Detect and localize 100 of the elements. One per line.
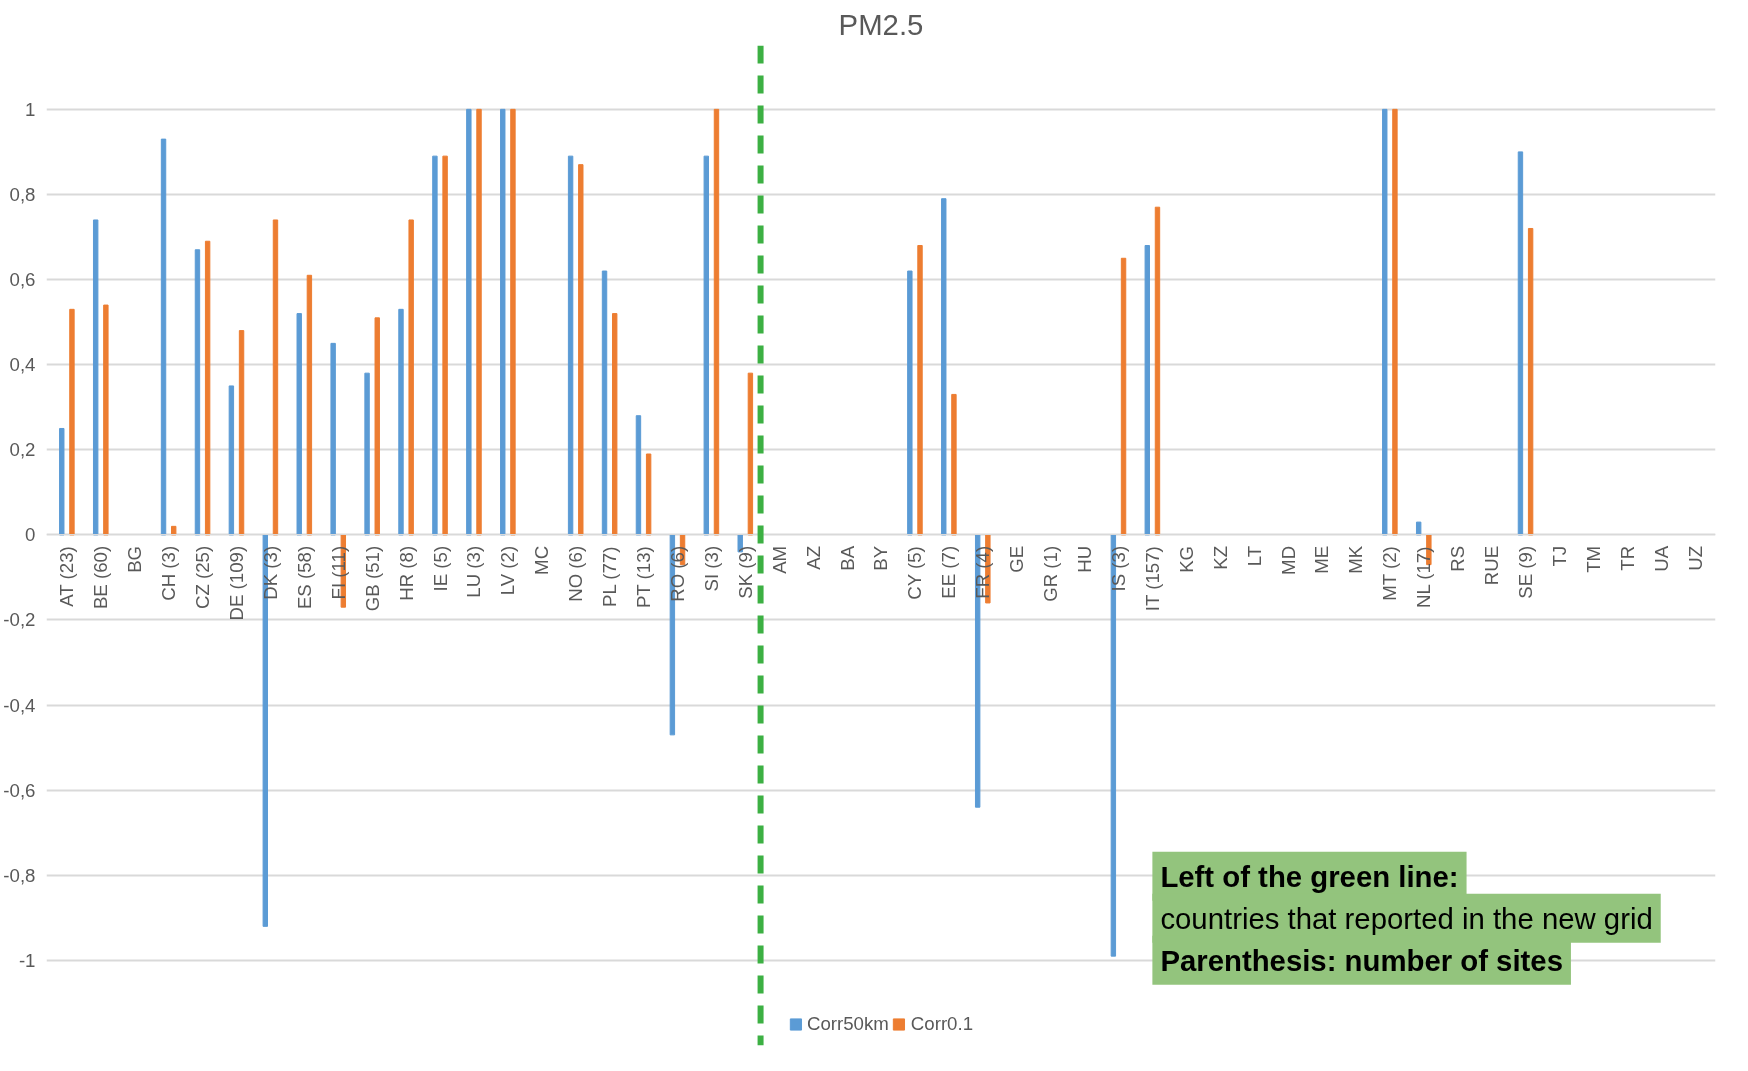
bar <box>476 108 482 536</box>
x-tick-label: EE (7) <box>938 545 960 599</box>
bar <box>1392 108 1398 536</box>
x-tick-label: LV (2) <box>497 545 519 596</box>
x-tick-label: KZ <box>1209 545 1231 570</box>
bar <box>398 308 404 536</box>
annotation: Left of the green line: <box>1160 859 1459 893</box>
legend-label: Corr0.1 <box>910 1013 974 1035</box>
x-tick-label: TR <box>1616 545 1638 571</box>
y-tick-label: 0,4 <box>9 354 36 376</box>
annotation: countries that reported in the new grid <box>1160 901 1653 935</box>
x-tick-label: TJ <box>1548 545 1570 567</box>
bar <box>432 155 438 536</box>
y-tick-label: -0,4 <box>3 694 36 716</box>
x-tick-label: RS <box>1447 545 1469 572</box>
bar <box>917 245 923 536</box>
bar <box>510 108 516 536</box>
bar <box>59 427 65 536</box>
x-tick-label: AT (23) <box>56 546 78 607</box>
x-tick-label: HR (8) <box>395 545 417 601</box>
y-tick-label: 0,2 <box>9 439 36 461</box>
y-tick-label: -1 <box>18 949 36 971</box>
x-tick-label: HU <box>1074 545 1096 573</box>
x-tick-label: CY (5) <box>904 546 926 600</box>
x-tick-label: AZ <box>802 545 824 570</box>
x-tick-label: PT (13) <box>633 546 655 609</box>
x-tick-label: IT (157) <box>1141 546 1163 612</box>
bar <box>228 385 235 536</box>
bar <box>296 313 302 536</box>
bar <box>601 270 608 536</box>
bar <box>103 304 109 536</box>
bar <box>171 525 177 536</box>
x-tick-label: ME <box>1311 545 1333 574</box>
bar <box>194 249 201 536</box>
x-tick-label: SI (3) <box>700 545 722 592</box>
x-tick-label: FI (11) <box>327 545 349 600</box>
x-tick-label: UA <box>1650 545 1672 572</box>
x-tick-label: IE (5) <box>429 545 451 592</box>
bar <box>204 240 211 536</box>
bar <box>907 270 913 536</box>
bar <box>1154 206 1161 536</box>
x-tick-label: BA <box>836 545 858 571</box>
bar <box>69 308 75 536</box>
x-tick-label: LT <box>1243 545 1265 567</box>
x-tick-label: BG <box>124 545 146 573</box>
bar <box>635 415 642 536</box>
x-tick-label: LU (3) <box>463 545 485 598</box>
bar <box>442 155 448 536</box>
bar <box>703 155 709 536</box>
bar <box>466 108 472 536</box>
bar <box>941 198 947 536</box>
bar <box>1527 227 1534 536</box>
bar <box>747 372 754 536</box>
bar <box>578 164 584 536</box>
x-tick-label: BY <box>870 545 892 571</box>
x-tick-label: PL (77) <box>599 546 621 608</box>
x-tick-label: KG <box>1175 545 1197 573</box>
x-tick-label: CZ (25) <box>192 545 214 610</box>
bar <box>1382 108 1388 536</box>
x-tick-label: DE (109) <box>225 545 247 621</box>
x-tick-label: MC <box>531 545 553 575</box>
y-tick-label: 0 <box>25 524 36 546</box>
bar <box>330 342 336 536</box>
x-tick-label: RUE <box>1481 545 1503 586</box>
bar <box>612 313 618 536</box>
x-tick-label: TM <box>1582 545 1604 573</box>
y-tick-label: -0,8 <box>3 864 36 886</box>
x-tick-label: BE (60) <box>90 545 112 610</box>
x-tick-label: SE (9) <box>1515 545 1537 599</box>
bar <box>951 393 957 536</box>
bar <box>1144 245 1150 536</box>
x-tick-label: CH (3) <box>158 545 180 601</box>
x-tick-label: RO (6) <box>666 545 688 602</box>
x-tick-label: IS (3) <box>1107 545 1129 592</box>
x-tick-label: NL (17) <box>1413 546 1435 609</box>
x-tick-label: NO (6) <box>565 545 587 602</box>
x-tick-label: MT (2) <box>1379 546 1401 601</box>
x-tick-label: MD <box>1277 545 1299 575</box>
x-tick-label: AM <box>768 545 790 574</box>
bar <box>1517 151 1524 536</box>
bar <box>713 108 720 536</box>
y-tick-label: 0,6 <box>9 269 36 291</box>
bar <box>238 330 245 536</box>
annotation: Parenthesis: number of sites <box>1160 943 1563 977</box>
bar <box>1415 521 1422 536</box>
x-tick-label: GR (1) <box>1040 545 1062 602</box>
y-tick-label: 1 <box>25 98 36 120</box>
x-tick-label: FR (4) <box>972 545 994 599</box>
x-tick-label: GE <box>1006 545 1028 573</box>
x-tick-label: GB (51) <box>361 545 383 612</box>
bar <box>364 372 370 536</box>
bar <box>500 108 506 536</box>
bar <box>567 155 574 536</box>
x-tick-label: UZ <box>1684 545 1706 571</box>
x-tick-label: MK <box>1345 545 1367 574</box>
bar <box>160 138 167 536</box>
bar <box>408 219 414 536</box>
bar <box>645 453 652 536</box>
bar <box>92 219 99 536</box>
y-tick-label: -0,6 <box>3 779 36 801</box>
